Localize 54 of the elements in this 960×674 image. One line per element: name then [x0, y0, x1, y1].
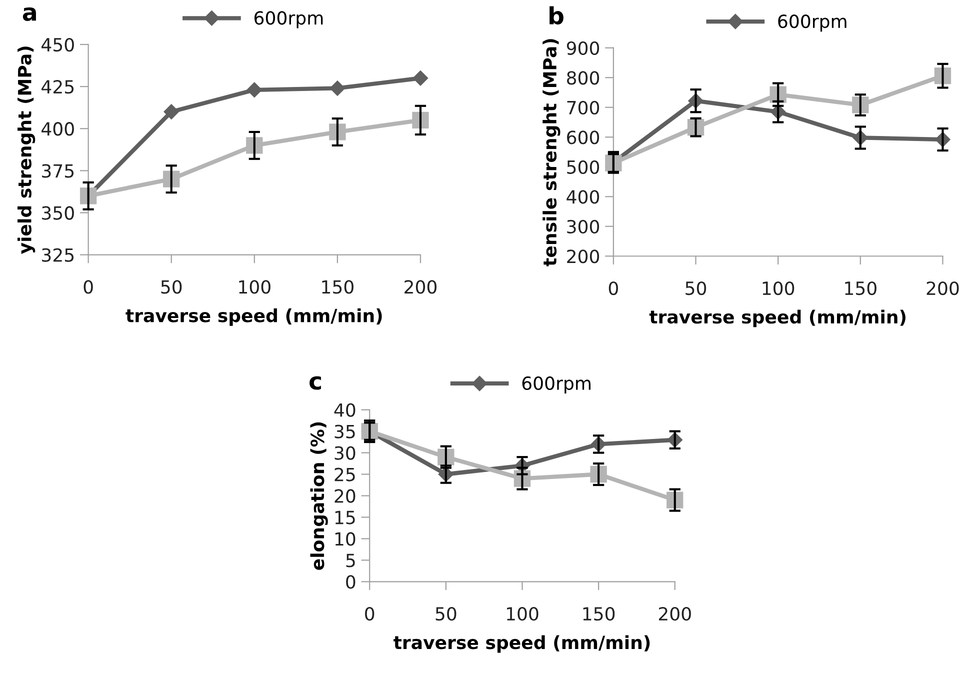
chart-title: c: [310, 376, 321, 390]
x-tick-label: 200: [404, 280, 437, 294]
legend-label: 600rpm: [254, 11, 323, 28]
point: [412, 70, 428, 86]
legend-label: 600rpm: [522, 376, 590, 394]
y-tick-label: 35: [334, 424, 355, 438]
y-tick-label: 15: [335, 510, 355, 524]
y-tick-label: 20: [334, 489, 356, 503]
chart-title: b: [550, 6, 564, 25]
legend-label: 600rpm: [778, 14, 846, 32]
x-axis-title: traverse speed (mm/min): [394, 635, 650, 653]
x-tick-label: 200: [926, 281, 959, 296]
y-tick-label: 0: [346, 575, 356, 589]
y-axis-title: elongation (%): [310, 422, 328, 570]
y-tick-label: 400: [42, 122, 74, 136]
x-tick-label: 0: [84, 280, 93, 294]
x-tick-label: 150: [845, 281, 876, 296]
point: [330, 80, 346, 96]
y-tick-label: 30: [334, 446, 356, 460]
y-tick-label: 325: [42, 248, 74, 262]
y-tick-label: 10: [335, 532, 356, 546]
x-tick-label: 100: [506, 606, 538, 621]
x-tick-label: 100: [762, 281, 794, 296]
x-tick-label: 200: [658, 606, 691, 621]
y-axis-title: yield strenght (MPa): [17, 46, 36, 254]
x-tick-label: 150: [583, 606, 615, 621]
y-tick-label: 500: [567, 160, 600, 174]
y-tick-label: 40: [334, 403, 356, 417]
x-tick-label: 50: [686, 281, 706, 296]
chart-title: a: [22, 7, 36, 21]
y-tick-label: 700: [567, 100, 600, 114]
x-tick-label: 50: [436, 606, 456, 621]
x-tick-label: 0: [608, 281, 618, 296]
y-axis-title: tensile strenght (MPa): [542, 39, 560, 266]
x-tick-label: 150: [322, 280, 354, 294]
y-tick-label: 5: [346, 554, 355, 568]
y-tick-label: 400: [566, 190, 600, 204]
y-tick-label: 800: [567, 71, 600, 85]
x-axis-title: traverse speed (mm/min): [126, 308, 382, 326]
y-tick-label: 375: [42, 164, 74, 178]
x-tick-label: 100: [239, 280, 270, 294]
y-tick-label: 300: [567, 220, 600, 234]
x-axis-title: traverse speed (mm/min): [649, 310, 906, 328]
y-tick-label: 200: [567, 250, 600, 264]
point: [164, 104, 179, 120]
x-tick-label: 50: [161, 280, 182, 294]
y-tick-label: 25: [334, 468, 355, 482]
y-tick-label: 600: [567, 130, 600, 144]
y-tick-label: 450: [42, 38, 74, 52]
y-tick-label: 900: [566, 41, 600, 55]
y-tick-label: 350: [42, 206, 74, 220]
x-tick-label: 0: [365, 606, 374, 621]
y-tick-label: 425: [42, 80, 74, 94]
point: [246, 82, 262, 98]
